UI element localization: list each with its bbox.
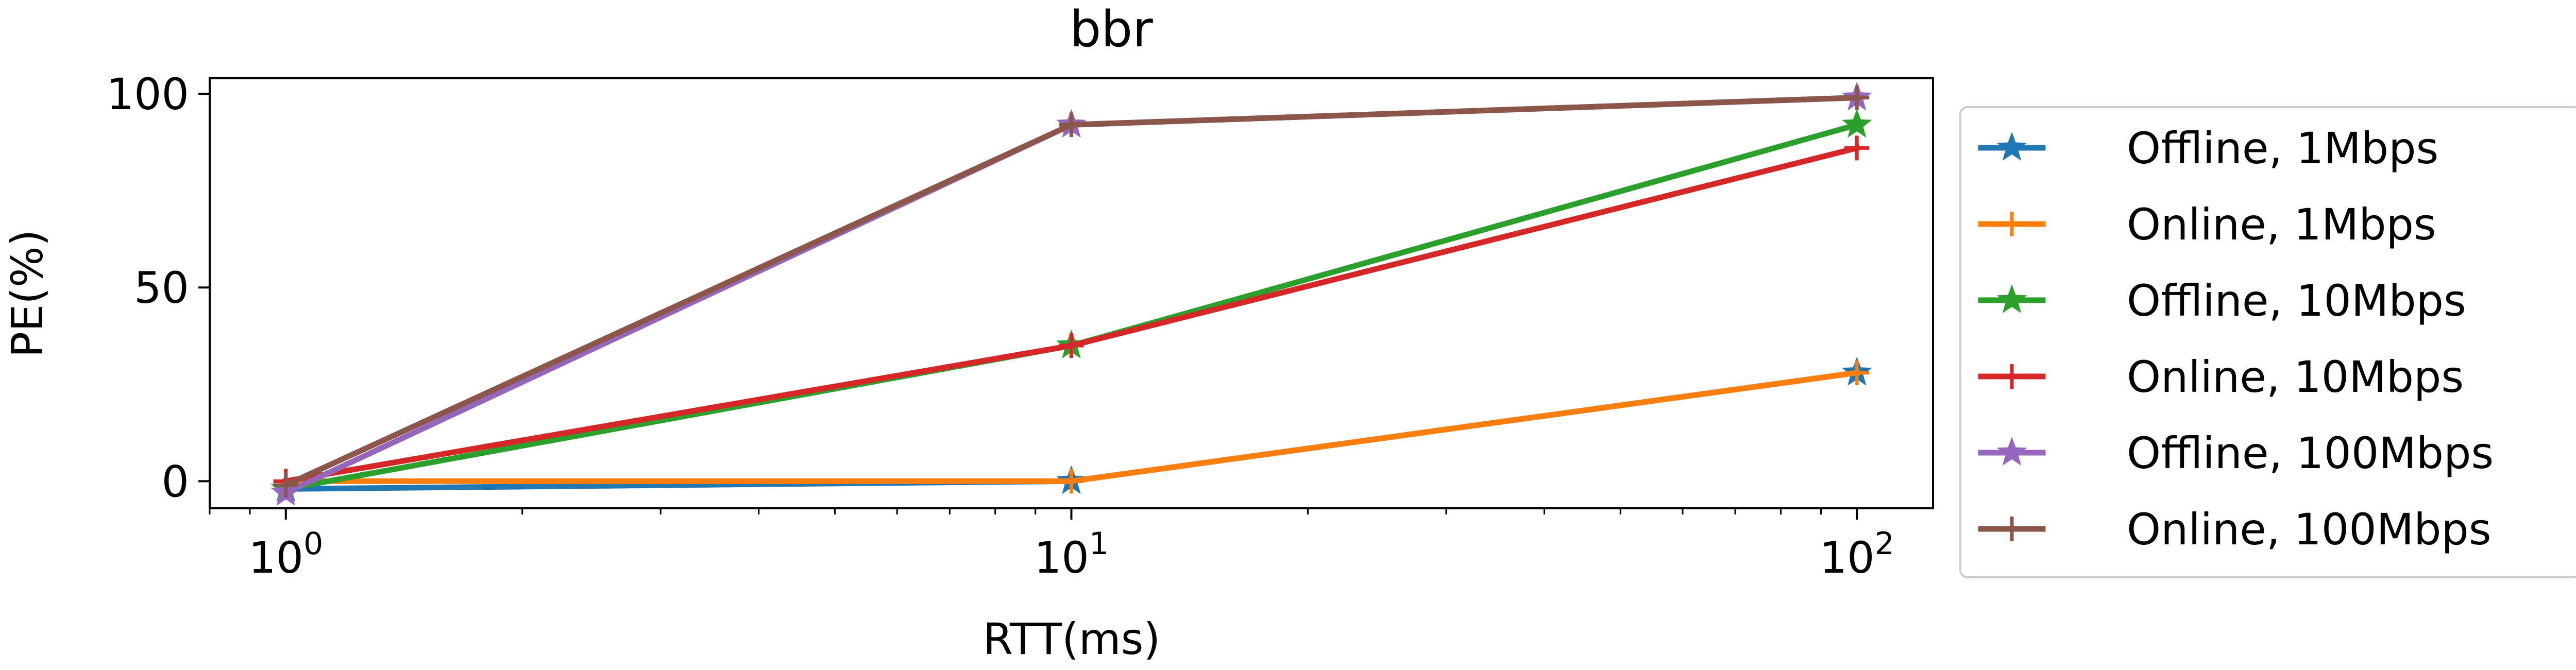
legend-marker <box>1999 517 2024 541</box>
x-tick-label: 101 <box>1034 526 1109 583</box>
legend-label: Online, 10Mbps <box>2127 352 2464 402</box>
data-point <box>1059 333 1084 358</box>
plot-area <box>270 81 1872 506</box>
chart-title: bbr <box>1070 1 1153 58</box>
x-tick-label: 100 <box>248 526 323 583</box>
legend-marker <box>1999 212 2024 236</box>
legend-marker <box>1999 364 2024 389</box>
data-point <box>1059 469 1084 494</box>
legend-label: Offline, 1Mbps <box>2127 123 2438 174</box>
x-axis: 100 101 102 <box>209 508 1894 583</box>
legend-marker <box>1996 437 2027 466</box>
x-tick-label: 102 <box>1820 526 1894 583</box>
data-point <box>1844 85 1870 110</box>
legend-label: Online, 100Mbps <box>2127 504 2492 555</box>
y-tick-label: 50 <box>134 263 189 313</box>
data-point <box>1844 135 1870 161</box>
legend-item-1: Online, 1Mbps <box>1978 199 2436 250</box>
legend-item-3: Online, 10Mbps <box>1978 352 2464 402</box>
data-point <box>1059 112 1084 138</box>
legend-frame <box>1959 106 2576 578</box>
series-5 <box>273 85 1870 497</box>
legend: Offline, 1Mbps Online, 1Mbps Offline, 10Mb… <box>1959 106 2576 578</box>
legend-marker <box>1996 132 2027 161</box>
legend-item-2: Offline, 10Mbps <box>1978 276 2466 326</box>
data-point <box>273 472 298 497</box>
data-point <box>1844 360 1870 385</box>
legend-label: Offline, 100Mbps <box>2127 428 2494 478</box>
data-point <box>1841 109 1872 138</box>
x-axis-label: RTT(ms) <box>983 614 1161 664</box>
y-axis-label: PE(%) <box>2 229 53 357</box>
y-tick-label: 0 <box>162 456 189 507</box>
legend-marker <box>1996 284 2027 314</box>
y-axis: 0 50 100 <box>107 69 210 507</box>
legend-label: Online, 1Mbps <box>2127 199 2436 250</box>
legend-item-4: Offline, 100Mbps <box>1978 428 2494 478</box>
legend-item-5: Online, 100Mbps <box>1978 504 2492 555</box>
legend-label: Offline, 10Mbps <box>2127 276 2466 326</box>
legend-item-0: Offline, 1Mbps <box>1978 123 2438 174</box>
y-tick-label: 100 <box>107 69 189 119</box>
